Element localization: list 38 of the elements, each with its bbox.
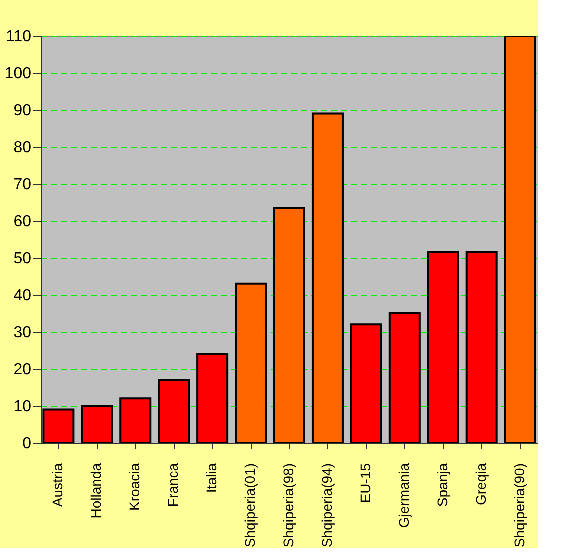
- x-tick-label: Gjermania: [396, 463, 412, 528]
- x-tick-label: Greqia: [472, 463, 489, 506]
- bar: [466, 251, 498, 443]
- x-tick-label: Shqiperia(01): [242, 464, 258, 548]
- bar: [504, 36, 536, 443]
- bar: [427, 251, 460, 443]
- y-tick-label: 80: [14, 140, 32, 156]
- x-tick-label: Hollanda: [88, 463, 104, 519]
- bar: [312, 112, 344, 443]
- x-tick-label: EU-15: [357, 463, 374, 504]
- bar: [120, 398, 152, 443]
- x-tick-label: Shqiperia(94): [318, 464, 335, 548]
- x-tick-label: Italia: [204, 463, 220, 494]
- x-tick-label: Shqiperia(90): [511, 464, 528, 548]
- bar: [350, 324, 382, 443]
- y-tick-label: 100: [4, 66, 32, 82]
- y-tick-label: 70: [14, 176, 32, 194]
- y-tick-label: 40: [14, 288, 32, 304]
- y-tick-label: 90: [14, 102, 32, 120]
- y-tick-label: 60: [14, 214, 32, 230]
- y-tick-label: 30: [14, 324, 32, 342]
- bar: [42, 408, 75, 443]
- bar: [196, 353, 229, 443]
- y-tick-label: 110: [6, 28, 32, 46]
- bar: [388, 312, 421, 443]
- x-tick-label: Kroacia: [126, 463, 143, 511]
- x-tick-label: Austria: [50, 463, 66, 508]
- bar: [158, 379, 190, 443]
- bar: [81, 405, 114, 443]
- x-tick-label: Franca: [165, 463, 182, 508]
- y-tick-label: 0: [22, 436, 32, 452]
- bar: [235, 282, 268, 443]
- y-tick-label: 10: [14, 398, 32, 416]
- x-tick-label: Shqiperia(98): [280, 464, 296, 548]
- x-tick-label: Spanja: [434, 463, 450, 508]
- bar: [274, 207, 306, 443]
- y-tick-label: 50: [14, 250, 32, 268]
- y-tick-label: 20: [14, 362, 32, 378]
